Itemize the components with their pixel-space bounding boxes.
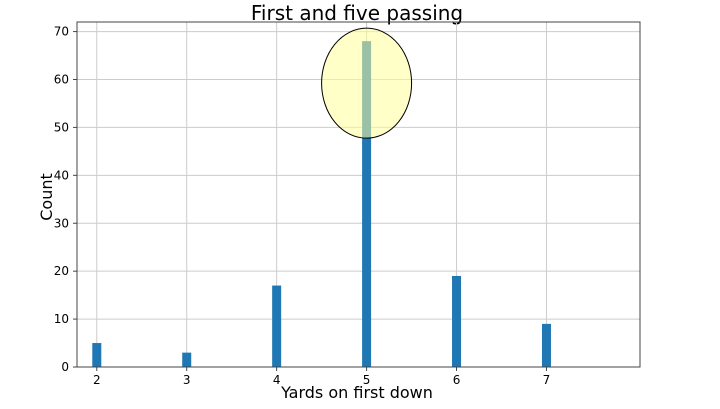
y-tick-label: 70	[54, 25, 69, 39]
axes	[73, 21, 641, 371]
y-tick-label: 40	[54, 168, 69, 182]
highlight	[321, 27, 413, 139]
y-tick-label: 0	[61, 360, 69, 374]
y-tick-label: 30	[54, 216, 69, 230]
y-axis-label: Count	[37, 173, 56, 221]
x-axis-label: Yards on first down	[280, 383, 433, 402]
x-tick-label: 6	[453, 373, 461, 387]
chart-title: First and five passing	[251, 1, 463, 25]
bar	[452, 275, 462, 367]
plot-frame	[76, 21, 641, 368]
highlight-ellipse	[321, 27, 413, 139]
y-tick-label: 10	[54, 312, 69, 326]
bars	[92, 41, 551, 368]
x-tick-label: 7	[543, 373, 551, 387]
x-tick-label: 4	[273, 373, 281, 387]
x-tick-label: 5	[363, 373, 371, 387]
bar	[92, 343, 102, 367]
bar	[541, 323, 551, 367]
tick-labels: 0 10 20 30 40 50 60 70 2 3 4 5 6 7	[54, 25, 551, 387]
bar	[182, 352, 192, 367]
bar	[362, 41, 372, 368]
bar	[272, 285, 282, 367]
x-tick-label: 3	[183, 373, 191, 387]
y-tick-label: 60	[54, 73, 69, 87]
x-tick-label: 2	[93, 373, 101, 387]
y-tick-label: 20	[54, 264, 69, 278]
y-tick-label: 50	[54, 120, 69, 134]
